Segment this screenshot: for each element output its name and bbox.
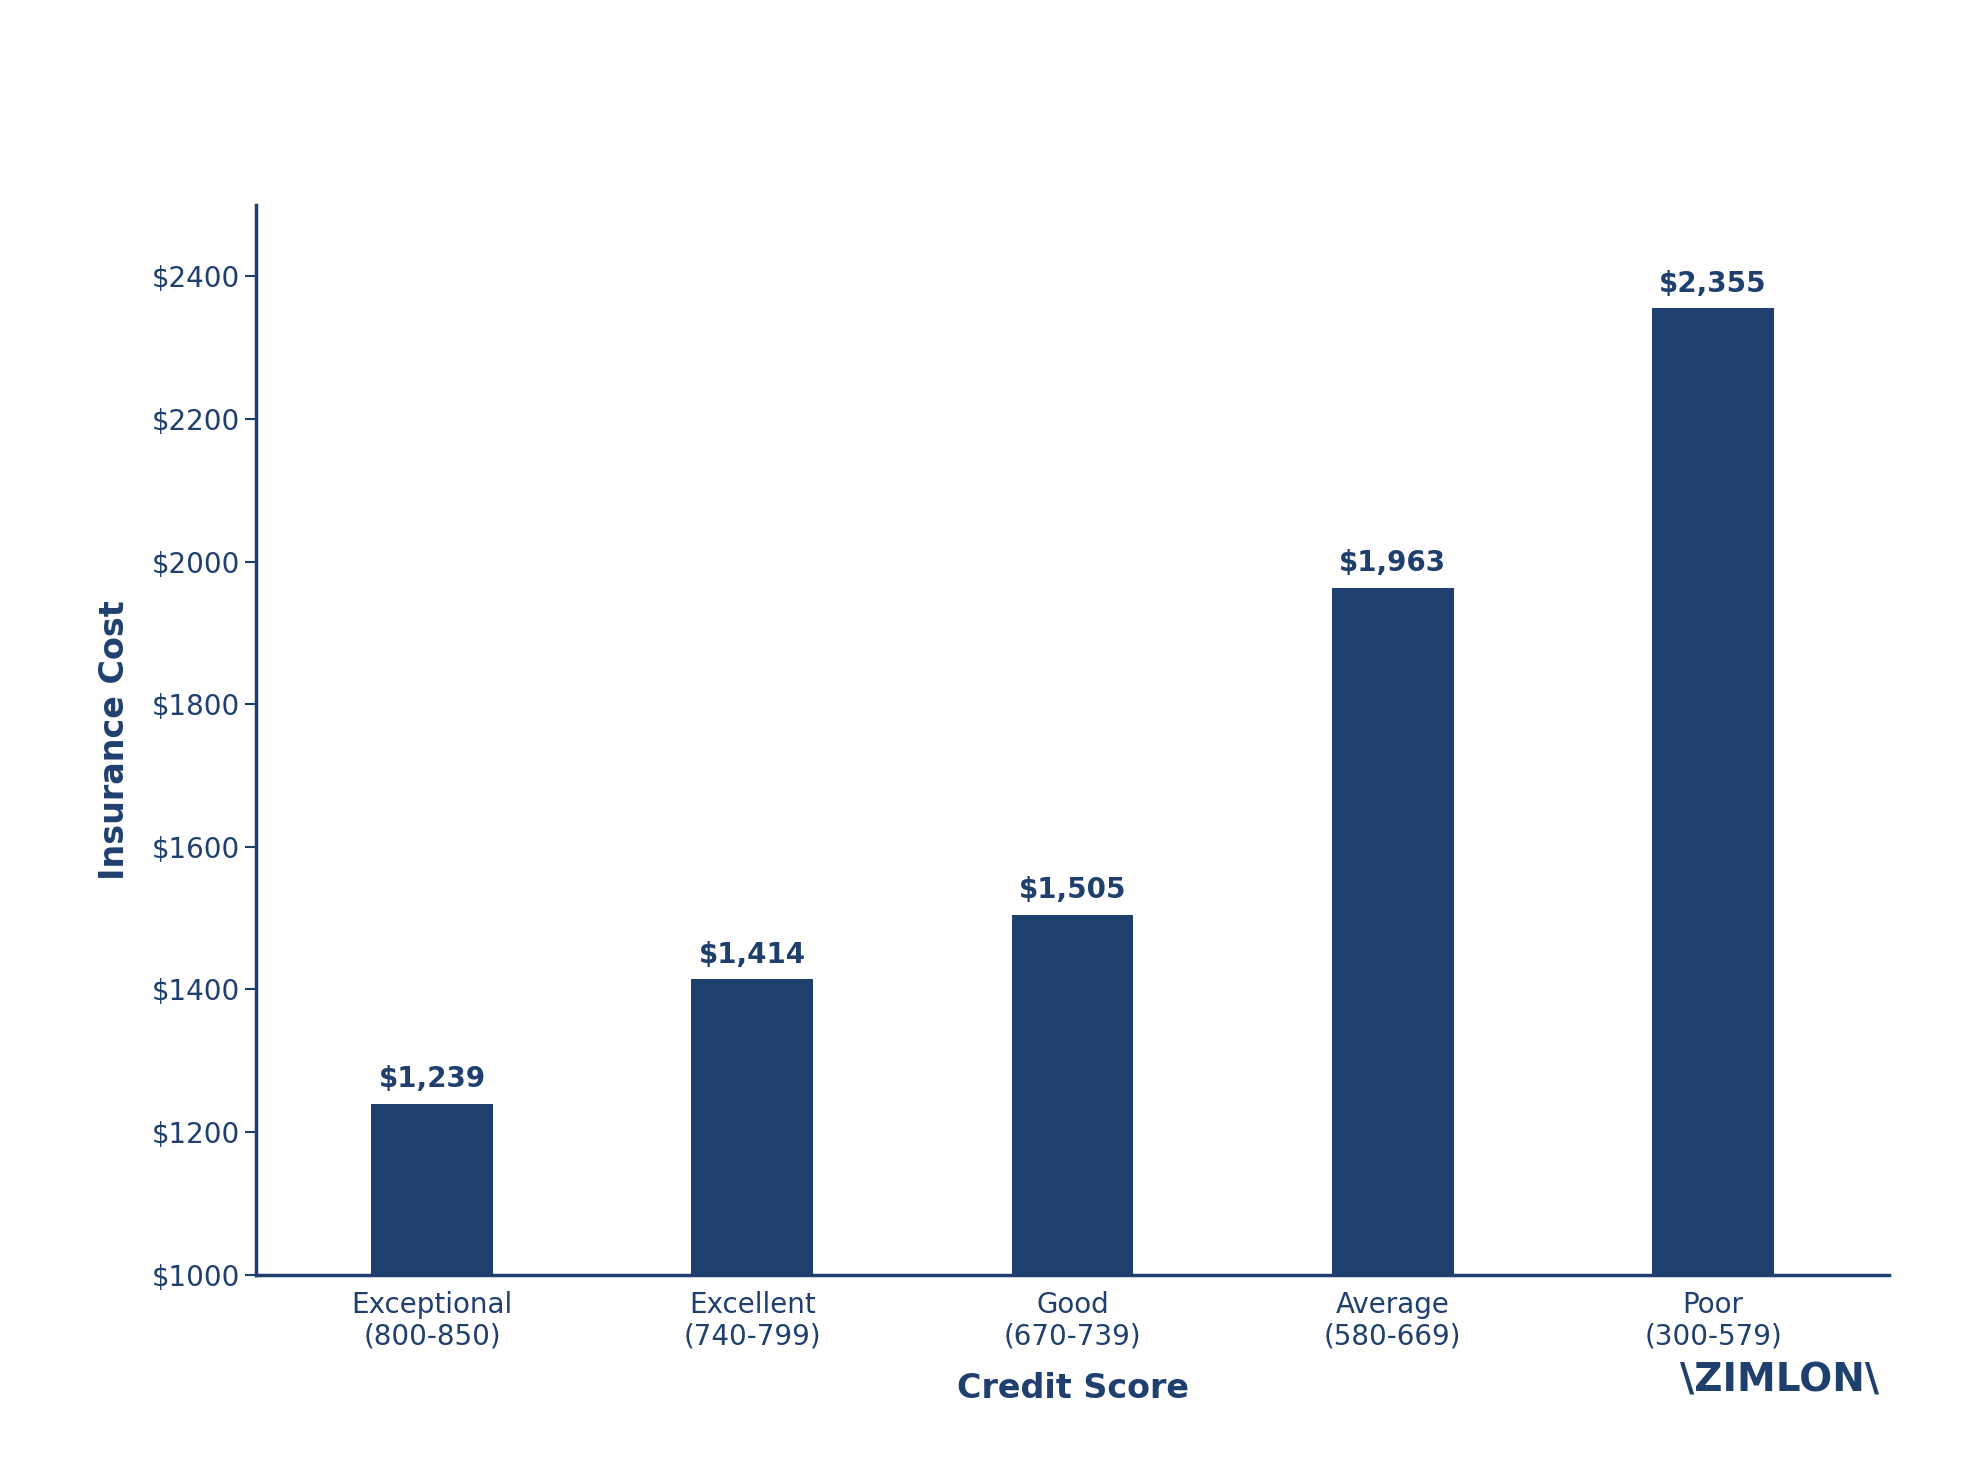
Text: $2,355: $2,355 [1659,270,1767,297]
Bar [691,980,813,1275]
X-axis label: Credit Score: Credit Score [956,1371,1189,1405]
Text: $1,963: $1,963 [1340,549,1446,577]
Bar [1012,914,1134,1275]
Text: \ZIMLON\: \ZIMLON\ [1681,1361,1879,1399]
Y-axis label: Insurance Cost: Insurance Cost [98,601,130,879]
Text: Credit Score of the Drivers: Credit Score of the Drivers [606,129,1362,176]
Text: $1,414: $1,414 [699,941,805,968]
Bar [372,1105,492,1275]
Bar [1332,587,1454,1275]
Text: San Antonio, TX, Car Insurance Rates Based on the: San Antonio, TX, Car Insurance Rates Bas… [264,50,1704,97]
Bar [1653,309,1773,1275]
Text: $1,505: $1,505 [1019,876,1126,904]
Text: $1,239: $1,239 [378,1065,486,1093]
